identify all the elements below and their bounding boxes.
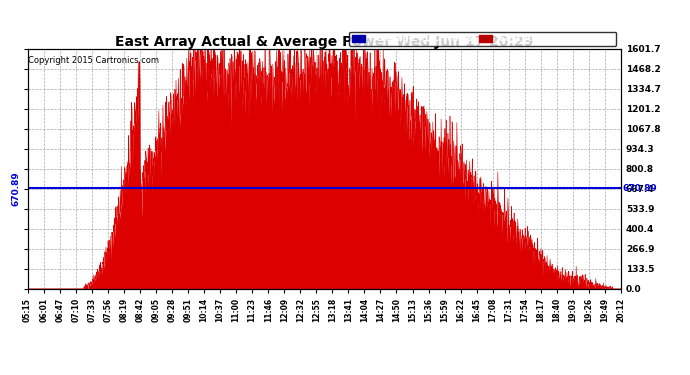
Title: East Array Actual & Average Power Wed Jun 17 20:29: East Array Actual & Average Power Wed Ju…: [115, 35, 533, 49]
Legend: Average  (DC Watts), East Array  (DC Watts): Average (DC Watts), East Array (DC Watts…: [349, 32, 616, 46]
Text: 670.89: 670.89: [12, 171, 21, 206]
Text: Copyright 2015 Cartronics.com: Copyright 2015 Cartronics.com: [28, 56, 159, 65]
Text: 670.89: 670.89: [622, 184, 657, 193]
